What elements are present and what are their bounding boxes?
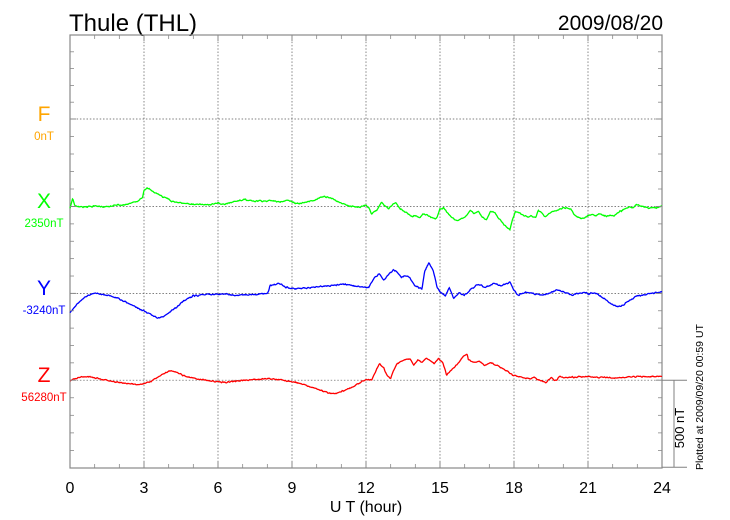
svg-text:0: 0 [66,480,75,497]
svg-text:18: 18 [505,480,523,497]
svg-text:Thule (THL): Thule (THL) [69,10,197,37]
svg-text:12: 12 [357,480,375,497]
svg-text:21: 21 [579,480,597,497]
svg-text:6: 6 [214,480,223,497]
svg-text:X: X [37,190,51,213]
svg-text:2350nT: 2350nT [24,218,63,230]
svg-text:56280nT: 56280nT [21,392,66,404]
svg-text:0nT: 0nT [34,131,54,143]
svg-text:Z: Z [38,364,51,387]
svg-text:F: F [38,103,51,126]
svg-text:24: 24 [653,480,671,497]
svg-text:9: 9 [288,480,297,497]
svg-text:500 nT: 500 nT [672,408,687,449]
svg-text:-3240nT: -3240nT [23,305,66,317]
svg-text:Plotted at 2009/09/20 00:59 UT: Plotted at 2009/09/20 00:59 UT [694,323,706,470]
svg-text:2009/08/20: 2009/08/20 [558,12,663,35]
svg-text:3: 3 [140,480,149,497]
svg-text:U T (hour): U T (hour) [330,499,402,516]
svg-text:15: 15 [431,480,449,497]
svg-text:Y: Y [37,277,51,300]
